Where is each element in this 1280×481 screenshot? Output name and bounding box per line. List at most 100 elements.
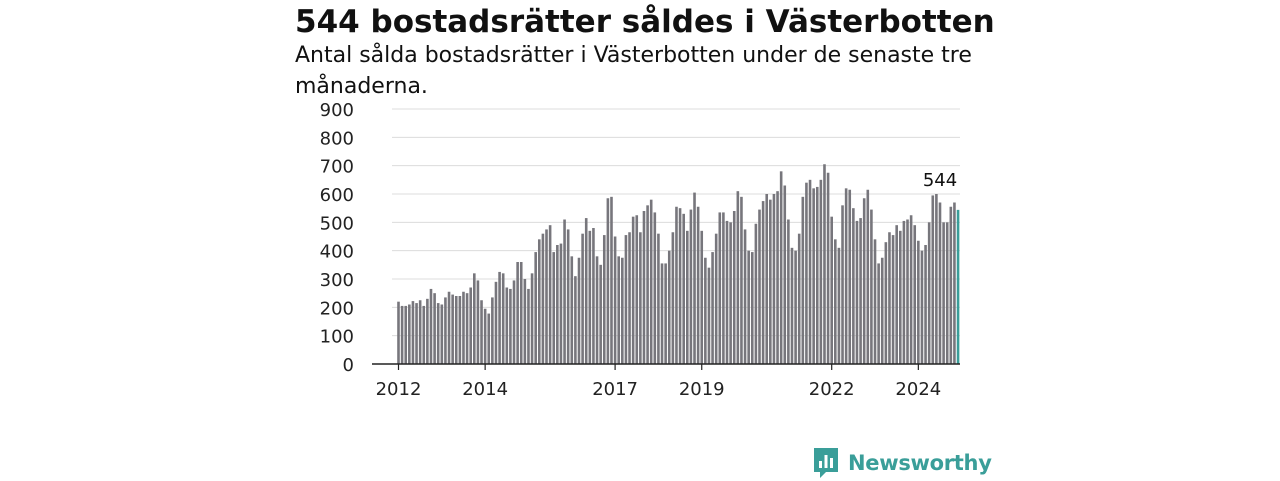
bar xyxy=(426,298,429,364)
bar xyxy=(920,250,924,364)
bar xyxy=(880,257,884,364)
bar xyxy=(610,196,613,364)
bar xyxy=(873,239,877,364)
bar xyxy=(505,287,509,364)
bar xyxy=(862,198,866,364)
bar xyxy=(729,222,732,364)
y-tick-label: 700 xyxy=(320,157,354,178)
bar xyxy=(447,291,451,364)
bar xyxy=(819,179,823,364)
bar xyxy=(945,222,949,364)
bar xyxy=(527,288,530,364)
bar xyxy=(938,202,942,364)
bar xyxy=(422,305,426,364)
bar xyxy=(436,303,440,364)
bar xyxy=(577,257,581,364)
bar xyxy=(617,256,621,364)
bar xyxy=(877,263,880,364)
bar xyxy=(772,194,776,364)
bar xyxy=(909,215,913,364)
bar xyxy=(794,250,797,364)
bar xyxy=(440,304,444,364)
bar xyxy=(931,195,935,364)
bar xyxy=(397,301,400,364)
bar xyxy=(826,172,830,364)
bar xyxy=(465,293,469,364)
bar xyxy=(689,209,693,364)
bar xyxy=(429,288,433,364)
y-tick-label: 0 xyxy=(343,355,354,376)
bar xyxy=(451,294,454,364)
bar xyxy=(790,247,794,364)
bar xyxy=(469,287,472,364)
bar xyxy=(906,219,909,364)
bar xyxy=(805,182,808,364)
x-tick-label: 2022 xyxy=(809,379,855,400)
y-tick-label: 500 xyxy=(320,213,354,234)
bar xyxy=(823,164,826,364)
bar xyxy=(700,230,704,364)
bar xyxy=(913,225,917,364)
bar xyxy=(707,267,711,364)
bar xyxy=(635,215,639,364)
bar xyxy=(491,297,494,364)
bar xyxy=(758,209,761,364)
bar xyxy=(761,201,765,364)
bar xyxy=(458,296,462,364)
bar xyxy=(808,179,812,364)
bar xyxy=(671,232,675,364)
bar xyxy=(686,230,689,364)
bar xyxy=(476,280,480,364)
bar xyxy=(711,252,714,364)
bar xyxy=(935,194,938,364)
bar xyxy=(494,281,498,364)
bar xyxy=(740,196,743,364)
y-tick-label: 900 xyxy=(320,100,354,121)
bar xyxy=(599,264,602,364)
bar xyxy=(523,279,527,364)
bar xyxy=(917,240,920,364)
bar xyxy=(642,211,646,364)
bar xyxy=(584,218,588,364)
brand-name: Newsworthy xyxy=(848,451,992,475)
bar xyxy=(411,301,415,364)
bar xyxy=(725,220,729,364)
bar xyxy=(548,225,552,364)
bar xyxy=(415,303,418,364)
brand-logo: Newsworthy xyxy=(812,445,992,481)
bar xyxy=(473,273,476,364)
bar xyxy=(649,199,653,364)
bar xyxy=(501,273,505,364)
newsworthy-logo-icon xyxy=(814,448,838,478)
x-tick-label: 2014 xyxy=(462,379,508,400)
bar xyxy=(783,185,787,364)
bar xyxy=(834,239,837,364)
bar xyxy=(884,242,888,364)
bar xyxy=(848,189,852,364)
bar xyxy=(574,276,577,364)
bar xyxy=(866,189,870,364)
bar xyxy=(631,216,635,364)
bar xyxy=(592,228,595,364)
bar xyxy=(942,222,945,364)
bar xyxy=(498,271,501,364)
bar xyxy=(664,263,667,364)
bar xyxy=(898,230,902,364)
bar xyxy=(512,280,516,364)
bar xyxy=(444,297,447,364)
bar xyxy=(621,257,624,364)
bar xyxy=(693,192,696,364)
y-axis: 0 100 200 300 400 500 600 700 800 900 xyxy=(320,100,354,376)
y-tick-label: 600 xyxy=(320,185,354,206)
bar xyxy=(769,199,772,364)
annotations: 544 xyxy=(923,170,957,191)
bar xyxy=(454,296,458,364)
bar xyxy=(895,225,898,364)
bar xyxy=(815,186,819,364)
bar xyxy=(722,212,725,364)
y-tick-label: 200 xyxy=(320,298,354,319)
bar xyxy=(902,220,906,364)
bar xyxy=(433,293,436,364)
bar xyxy=(530,273,534,364)
